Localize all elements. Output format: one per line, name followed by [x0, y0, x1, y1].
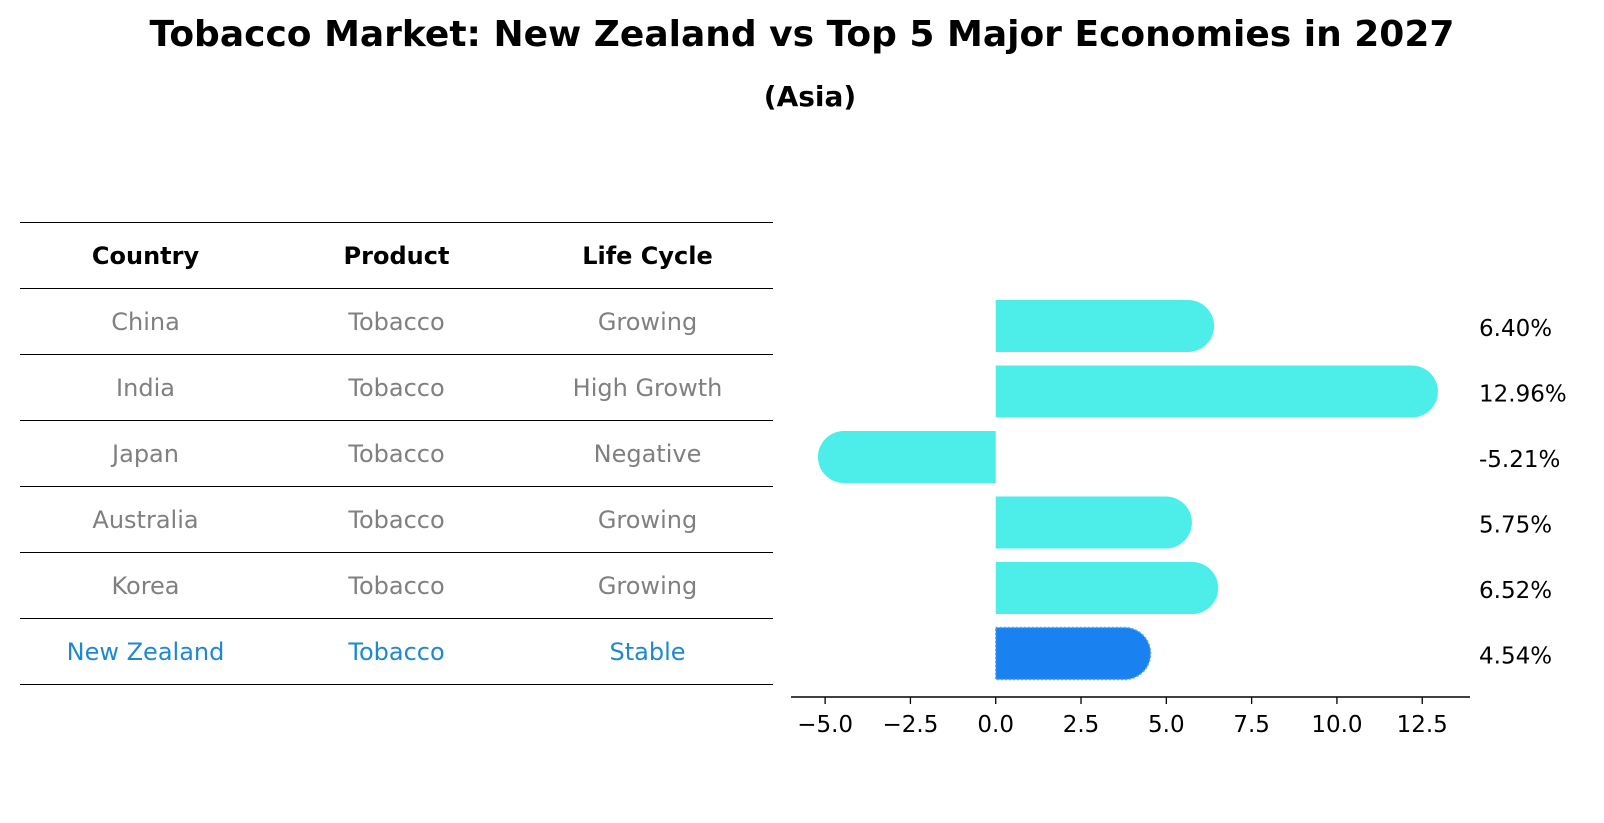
cell-life-cycle: Growing — [597, 307, 698, 336]
table-header-row: Country Product Life Cycle — [20, 222, 773, 288]
value-label: 12.96% — [1479, 382, 1567, 408]
cell-product: Tobacco — [348, 373, 445, 402]
bar-india — [995, 365, 1438, 418]
value-label: 6.40% — [1479, 316, 1552, 342]
cell-product: Tobacco — [348, 439, 445, 468]
cell-life-cycle: Growing — [597, 571, 698, 600]
bar-japan — [817, 431, 996, 483]
table-row: Japan Tobacco Negative — [20, 420, 773, 486]
cell-product: Tobacco — [348, 637, 445, 666]
table-row: Korea Tobacco Growing — [20, 552, 773, 618]
value-label: 5.75% — [1479, 513, 1552, 539]
cell-country: Japan — [112, 439, 179, 468]
value-label: 4.54% — [1479, 644, 1552, 670]
bar-china — [995, 300, 1215, 352]
table-row: China Tobacco Growing — [20, 288, 773, 354]
chart-subtitle: (Asia) — [763, 80, 857, 113]
comparison-table: Country Product Life Cycle China Tobacco… — [20, 222, 773, 685]
cell-country: Korea — [111, 571, 180, 600]
x-tick-label: −2.5 — [882, 712, 938, 738]
bar-new-zealand — [994, 626, 1152, 681]
chart-title: Tobacco Market: New Zealand vs Top 5 Maj… — [149, 14, 1455, 55]
header-product: Product — [343, 241, 450, 270]
cell-product: Tobacco — [348, 571, 445, 600]
cell-country: Australia — [92, 505, 199, 534]
cell-country: New Zealand — [66, 637, 225, 666]
value-label: -5.21% — [1479, 447, 1560, 473]
cell-life-cycle: Stable — [609, 637, 686, 666]
header-life-cycle: Life Cycle — [582, 241, 713, 270]
x-tick-label: 5.0 — [1148, 712, 1185, 738]
table-row: Australia Tobacco Growing — [20, 486, 773, 552]
header-country: Country — [91, 241, 200, 270]
bar-korea — [995, 562, 1219, 614]
cell-country: India — [116, 373, 175, 402]
table-row: India Tobacco High Growth — [20, 354, 773, 420]
cell-life-cycle: High Growth — [572, 373, 723, 402]
x-tick-label: −5.0 — [797, 712, 853, 738]
cell-life-cycle: Negative — [593, 439, 702, 468]
x-tick-label: 10.0 — [1311, 712, 1362, 738]
cell-life-cycle: Growing — [597, 505, 698, 534]
x-tick-label: 7.5 — [1233, 712, 1270, 738]
value-label: 6.52% — [1479, 578, 1552, 604]
bar-australia — [995, 496, 1192, 549]
x-tick-label: 12.5 — [1397, 712, 1448, 738]
x-tick-label: 2.5 — [1063, 712, 1100, 738]
cell-product: Tobacco — [348, 505, 445, 534]
cell-country: China — [111, 307, 180, 336]
table-row-highlight: New Zealand Tobacco Stable — [20, 618, 773, 685]
x-tick-label: 0.0 — [977, 712, 1014, 738]
cell-product: Tobacco — [348, 307, 445, 336]
